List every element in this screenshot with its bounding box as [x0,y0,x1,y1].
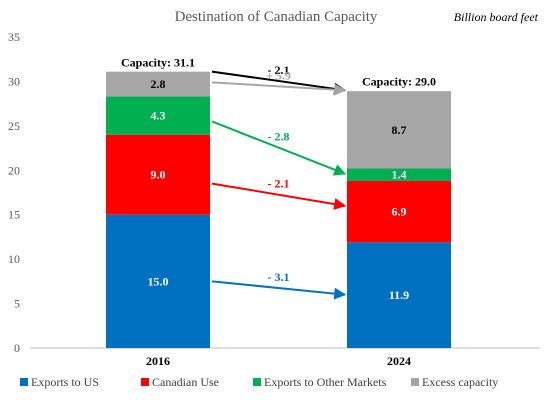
chart-title: Destination of Canadian Capacity [175,9,378,25]
legend-entry-label: Canadian Use [152,375,219,389]
y-tick-label: 5 [14,297,20,311]
y-tick-label: 20 [8,163,20,177]
bar-data-label: 6.9 [392,205,407,219]
bar-segment [106,96,210,135]
bar-segment [106,214,210,348]
bar-segment [347,242,451,348]
chart-subtitle: Billion board feet [454,10,539,24]
bar-segment [347,168,451,181]
bar-data-label: 2.8 [151,77,166,91]
legend-entry-label: Exports to US [31,375,99,389]
bar-data-label: 1.4 [392,168,407,182]
x-category-label: 2024 [387,354,411,368]
legend-entry-label: Exports to Other Markets [264,375,387,389]
legend-swatch [253,378,261,386]
y-tick-label: 30 [8,74,20,88]
bar-segment [347,180,451,243]
legend-swatch [141,378,149,386]
x-category-label: 2016 [146,354,170,368]
bar-segment [347,91,451,169]
y-tick-label: 35 [8,30,20,44]
change-arrow-label: - 2.1 [268,63,290,77]
capacity-total-label: Capacity: 31.1 [121,56,195,70]
change-arrow [211,182,347,210]
y-tick-label: 0 [14,341,20,355]
bar-data-label: 9.0 [151,168,166,182]
legend-swatch [411,378,419,386]
change-arrow [211,70,347,95]
change-arrow-label: - 3.1 [268,270,290,284]
change-arrow-label: - 2.8 [268,130,290,144]
bar-data-label: 15.0 [148,274,169,288]
change-arrow-label: - 2.1 [268,177,290,191]
change-arrow [211,280,347,300]
y-tick-label: 15 [8,208,20,222]
change-arrows-group: - 2.1+ 5.9- 2.8- 2.1- 3.1 [211,63,347,300]
y-tick-label: 10 [8,252,20,266]
change-arrow [211,120,347,176]
bar-segment [106,134,210,215]
change-arrow [211,81,347,96]
bar-data-label: 4.3 [151,109,166,123]
change-arrow-label: + 5.9 [266,68,291,82]
bar-segment [106,71,210,97]
legend-entry-label: Excess capacity [422,375,498,389]
legend: Exports to US Canadian Use Exports to Othe… [20,375,498,389]
bar-data-label: 8.7 [392,123,407,137]
y-tick-label: 25 [8,119,20,133]
bar-data-label: 11.9 [389,288,409,302]
bars-group: 15.0 9.0 4.3 2.8 2016 Capacity: 31.1 11.9 6.9 1.… [106,56,451,368]
capacity-total-label: Capacity: 29.0 [362,74,436,88]
legend-swatch [20,378,28,386]
